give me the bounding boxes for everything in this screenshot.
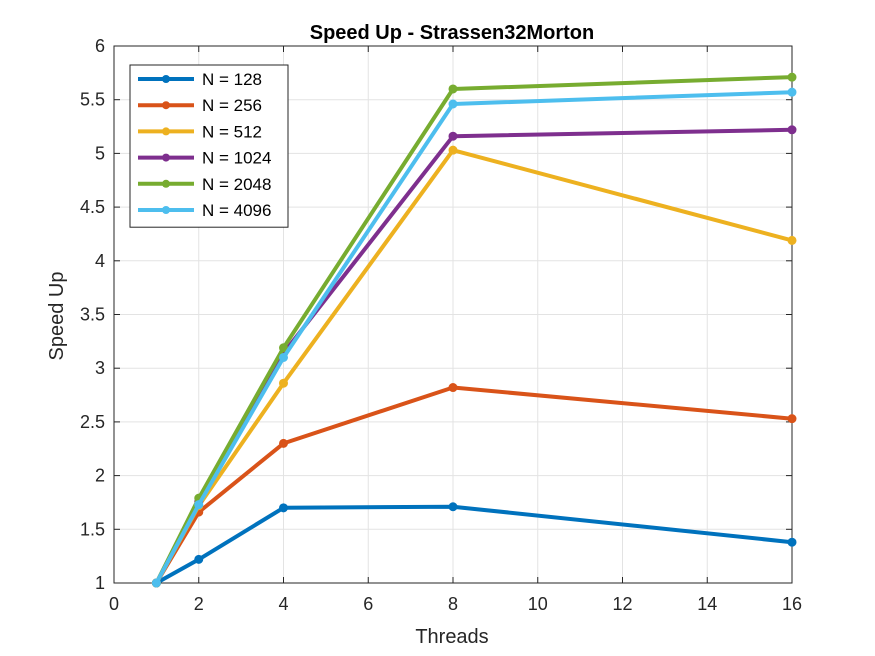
- y-tick-label: 2: [95, 466, 105, 486]
- data-point: [279, 343, 288, 353]
- data-point: [279, 352, 288, 362]
- legend-label: N = 256: [202, 96, 262, 115]
- legend-item: N = 1024: [138, 149, 271, 168]
- y-tick-label: 6: [95, 36, 105, 56]
- x-tick-label: 6: [363, 594, 373, 614]
- data-point: [448, 84, 458, 94]
- data-point: [194, 554, 204, 564]
- x-tick-label: 10: [528, 594, 548, 614]
- y-tick-label: 1.5: [80, 519, 105, 539]
- legend-marker: [162, 127, 170, 136]
- legend-marker: [162, 179, 170, 188]
- x-tick-label: 2: [194, 594, 204, 614]
- x-tick-label: 12: [612, 594, 632, 614]
- x-tick-label: 14: [697, 594, 717, 614]
- data-point: [787, 235, 797, 245]
- data-point: [787, 414, 797, 424]
- legend-item: N = 512: [138, 122, 262, 141]
- data-point: [787, 87, 797, 97]
- legend-label: N = 2048: [202, 175, 271, 194]
- y-tick-label: 3: [95, 358, 105, 378]
- legend-item: N = 128: [138, 70, 262, 89]
- data-point: [279, 378, 288, 388]
- y-tick-label: 3.5: [80, 305, 105, 325]
- legend: N = 128 N = 256 N = 512 N = 1024 N = 2048 N =…: [129, 64, 289, 228]
- x-axis-label: Threads: [415, 626, 488, 648]
- data-point: [448, 131, 458, 141]
- y-tick-label: 4: [95, 251, 105, 271]
- series-5: [151, 87, 797, 588]
- x-tick-label: 4: [278, 594, 288, 614]
- y-tick-label: 5: [95, 143, 105, 163]
- x-tick-label: 0: [109, 594, 119, 614]
- legend-box: [129, 64, 289, 228]
- series-layer: [151, 72, 797, 588]
- legend-marker: [162, 75, 170, 83]
- legend-marker: [162, 101, 170, 110]
- data-point: [787, 537, 797, 547]
- legend-marker: [162, 206, 170, 214]
- x-tick-label: 8: [448, 594, 458, 614]
- legend-item: N = 2048: [138, 175, 271, 194]
- legend-label: N = 1024: [202, 149, 271, 168]
- data-point: [279, 503, 288, 513]
- ticks: 0 2 4 6 8 10 12 14 16 1 1.5 2 2.5 3 3.5 4 4.5 5 5.5 6: [80, 36, 802, 614]
- data-point: [448, 383, 458, 393]
- data-point: [279, 438, 288, 448]
- data-point: [448, 99, 458, 109]
- chart-title: Speed Up - Strassen32Morton: [310, 22, 595, 44]
- y-tick-label: 4.5: [80, 197, 105, 217]
- y-tick-label: 1: [95, 573, 105, 593]
- legend-item: N = 256: [138, 96, 262, 115]
- data-point: [448, 502, 458, 512]
- legend-item: N = 4096: [138, 201, 271, 220]
- data-point: [787, 72, 797, 82]
- data-point: [787, 125, 797, 135]
- data-point: [151, 578, 161, 588]
- legend-label: N = 4096: [202, 201, 271, 220]
- data-point: [448, 145, 458, 155]
- legend-label: N = 512: [202, 122, 262, 141]
- legend-label: N = 128: [202, 70, 262, 89]
- data-point: [194, 500, 204, 510]
- y-tick-label: 5.5: [80, 90, 105, 110]
- y-tick-label: 2.5: [80, 412, 105, 432]
- y-axis-label: Speed Up: [46, 272, 68, 361]
- legend-marker: [162, 153, 170, 162]
- x-tick-label: 16: [782, 594, 802, 614]
